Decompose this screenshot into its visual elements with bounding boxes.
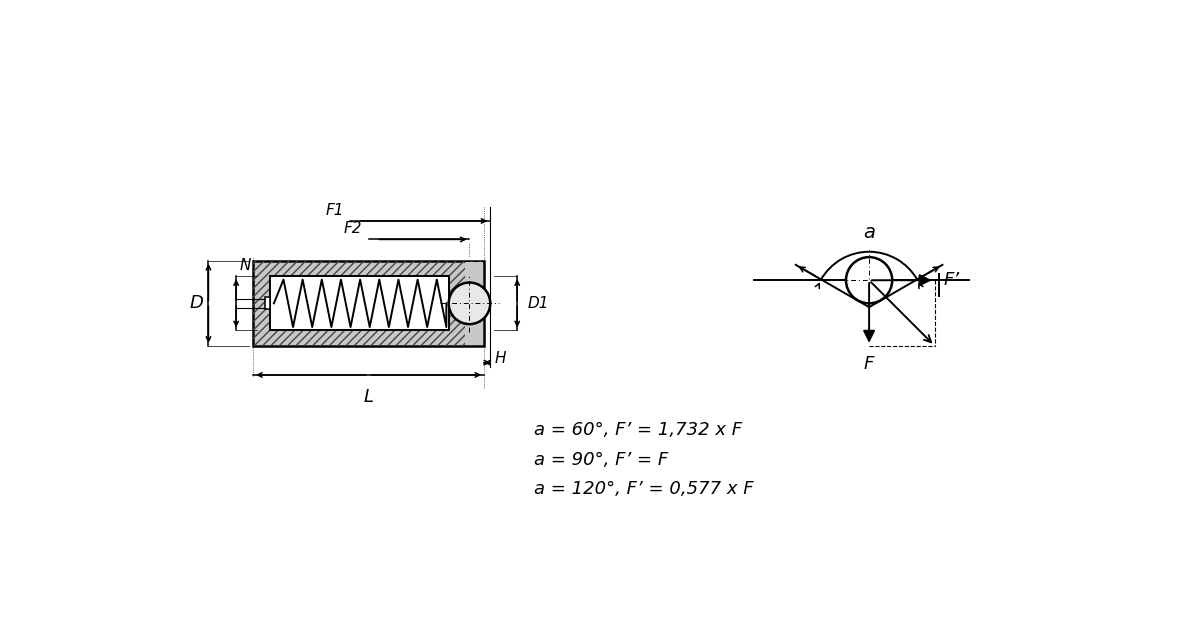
Bar [253, 261, 484, 346]
Text: a: a [863, 223, 875, 243]
Bar [253, 261, 484, 346]
Text: F’: F’ [943, 271, 960, 289]
Text: D: D [190, 294, 203, 312]
Text: F1: F1 [325, 203, 344, 218]
Text: F: F [864, 355, 875, 373]
Bar [270, 276, 450, 330]
Bar [265, 297, 270, 310]
Circle shape [449, 282, 491, 324]
Bar [464, 262, 484, 345]
Text: a = 60°, F’ = 1,732 x F: a = 60°, F’ = 1,732 x F [534, 421, 743, 439]
Text: a = 90°, F’ = F: a = 90°, F’ = F [534, 451, 668, 468]
Text: N: N [240, 258, 251, 273]
Circle shape [846, 257, 893, 304]
Text: D1: D1 [527, 296, 548, 311]
Text: L: L [364, 388, 373, 406]
Text: a = 120°, F’ = 0,577 x F: a = 120°, F’ = 0,577 x F [534, 480, 754, 498]
Text: H: H [494, 351, 506, 366]
Text: F2: F2 [344, 221, 362, 236]
